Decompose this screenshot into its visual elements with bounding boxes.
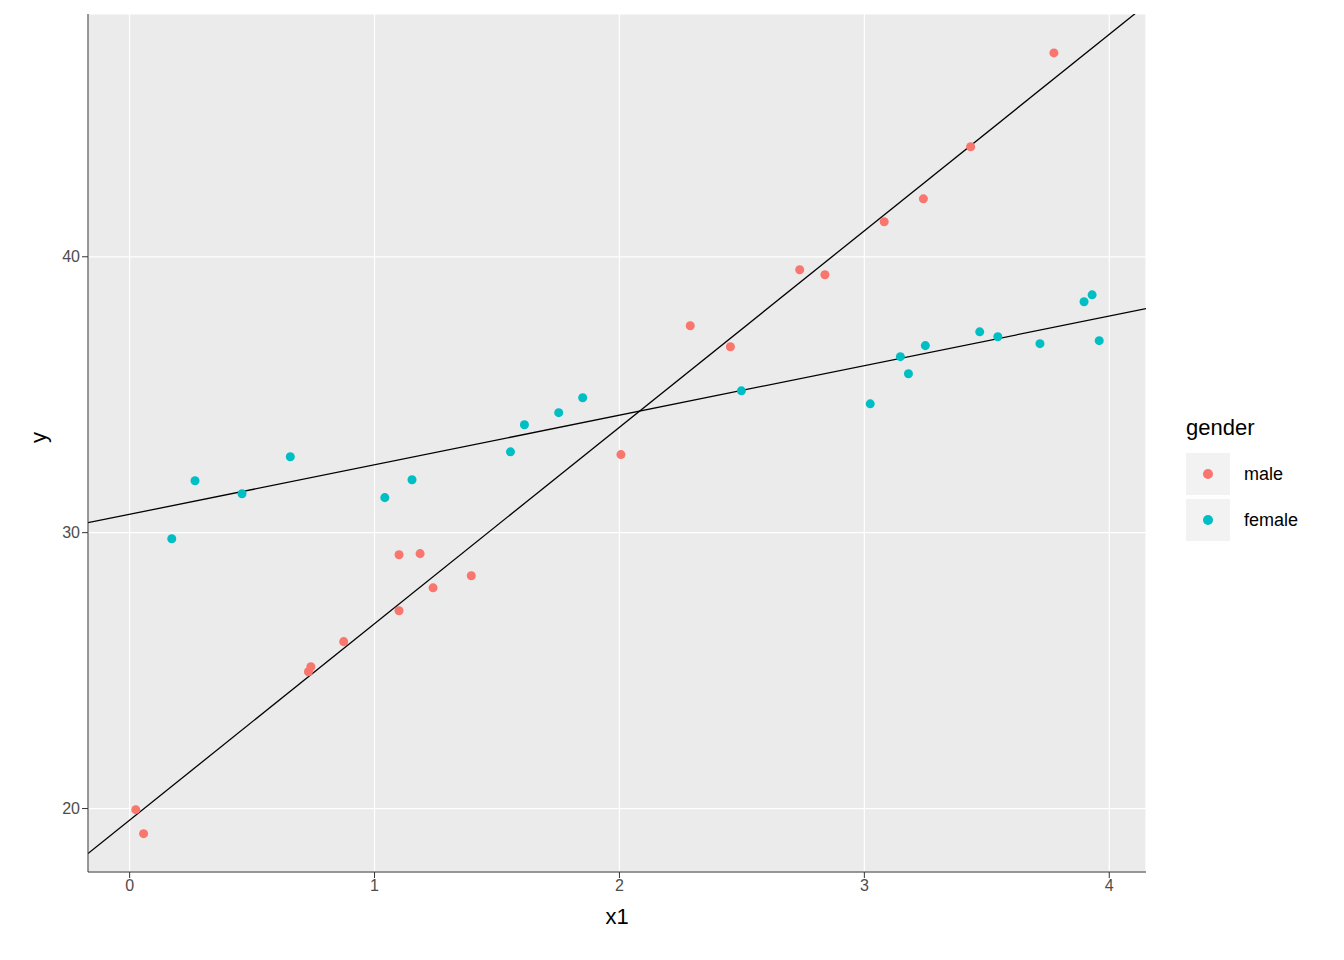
svg-text:4: 4 [1105,877,1114,894]
svg-text:y: y [26,432,51,443]
svg-text:3: 3 [860,877,869,894]
svg-text:x1: x1 [605,904,628,929]
html-text:male: male [1244,463,1283,484]
svg-text:20: 20 [62,800,80,817]
html-text:female: female [1244,509,1298,530]
svg-text:1: 1 [370,877,379,894]
svg-text:2: 2 [615,877,624,894]
svg-text:30: 30 [62,524,80,541]
svg-text:40: 40 [62,248,80,265]
html-text:gender: gender [1186,415,1255,440]
svg-text:0: 0 [125,877,134,894]
